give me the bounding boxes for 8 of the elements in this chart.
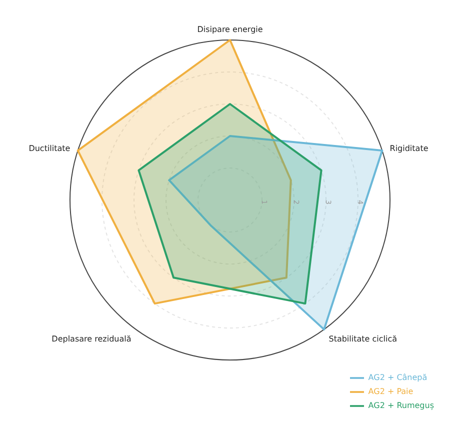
legend-label: AG2 + Rumeguș xyxy=(368,401,434,410)
legend-label: AG2 + Cânepă xyxy=(368,373,428,382)
legend-label: AG2 + Paie xyxy=(368,387,414,396)
spoke-label: Deplasare reziduală xyxy=(52,334,132,344)
spoke-label: Ductilitate xyxy=(28,144,70,153)
spoke-label: Disipare energie xyxy=(197,25,263,34)
spoke-label: Rigiditate xyxy=(390,144,428,153)
spoke-label: Stabilitate ciclică xyxy=(328,334,398,344)
